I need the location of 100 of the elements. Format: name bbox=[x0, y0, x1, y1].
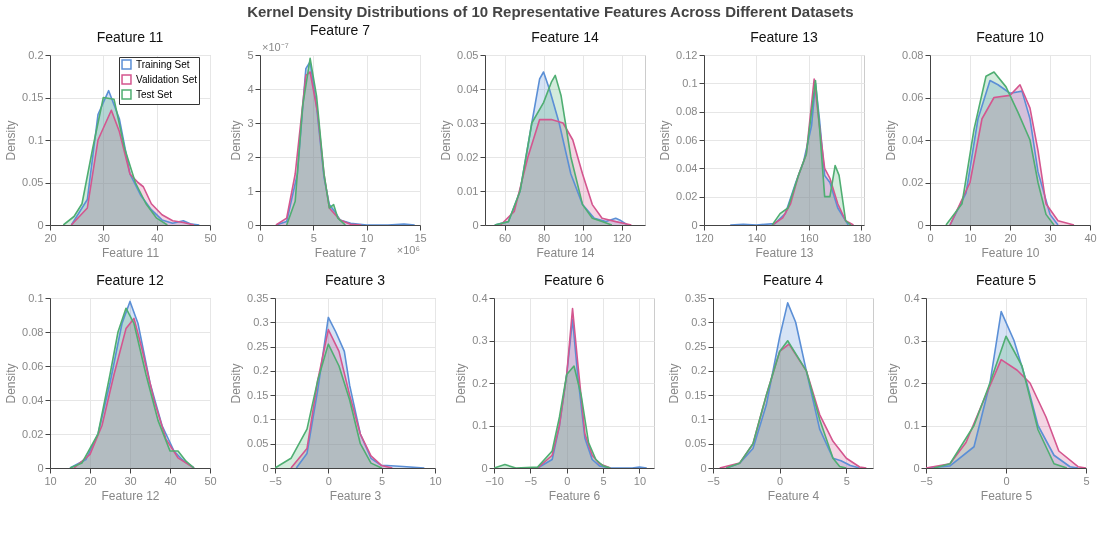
x-tick-label: −5 bbox=[707, 474, 720, 487]
x-axis-title: Feature 4 bbox=[767, 488, 820, 503]
chart-title: Feature 4 bbox=[763, 272, 824, 288]
y-tick-label: 0.35 bbox=[247, 291, 269, 304]
y-tick-label: 0 bbox=[247, 218, 254, 231]
x-tick-label: 15 bbox=[414, 231, 427, 244]
chart-title: Feature 5 bbox=[976, 272, 1037, 288]
chart-title: Feature 13 bbox=[750, 29, 819, 45]
y-tick-label: 0.2 bbox=[472, 376, 488, 389]
y-axis-title: Density bbox=[454, 363, 469, 404]
y-tick-label: 0.1 bbox=[253, 412, 269, 425]
y-tick-label: 0.02 bbox=[902, 176, 924, 188]
x-tick-label: 0 bbox=[777, 474, 784, 487]
y-tick-label: 0.05 bbox=[685, 437, 707, 450]
y-tick-label: 2 bbox=[247, 150, 254, 163]
x-tick-label: 50 bbox=[204, 231, 217, 244]
y-tick-label: 0.2 bbox=[904, 376, 920, 389]
y-tick-label: 0.2 bbox=[28, 48, 44, 61]
x-tick-label: 20 bbox=[84, 474, 97, 487]
y-tick-label: 0.15 bbox=[22, 91, 44, 103]
y-tick-label: 0.1 bbox=[904, 419, 920, 431]
y-tick-label: 0.4 bbox=[472, 291, 488, 304]
y-tick-label: 0.01 bbox=[457, 184, 479, 197]
x-tick-label: 5 bbox=[379, 474, 386, 487]
legend-label: Validation Set bbox=[136, 73, 198, 85]
y-axis-title: Density bbox=[229, 363, 244, 404]
x-tick-label: 140 bbox=[747, 231, 767, 244]
y-tick-label: 0.02 bbox=[676, 190, 698, 203]
y-tick-label: 0.05 bbox=[457, 48, 479, 61]
y-tick-label: 0 bbox=[691, 218, 698, 231]
y-tick-label: 0.04 bbox=[457, 82, 479, 95]
y-tick-label: 0 bbox=[917, 218, 924, 231]
x-tick-label: 10 bbox=[44, 474, 57, 487]
x-tick-label: 20 bbox=[1004, 231, 1017, 244]
text: ×10⁻⁷ bbox=[262, 41, 289, 53]
x-axis-title: Feature 13 bbox=[755, 245, 814, 260]
y-tick-label: 0 bbox=[262, 461, 269, 474]
y-axis-title: Density bbox=[658, 120, 673, 161]
x-tick-label: −5 bbox=[524, 474, 538, 487]
y-tick-label: 1 bbox=[247, 184, 254, 197]
y-tick-label: 3 bbox=[247, 116, 254, 129]
x-axis-title: Feature 5 bbox=[980, 488, 1033, 503]
chart-title: Feature 14 bbox=[531, 29, 600, 45]
y-axis-title: Density bbox=[4, 363, 19, 404]
y-tick-label: 0.3 bbox=[253, 315, 269, 328]
y-tick-label: 0.1 bbox=[28, 291, 44, 304]
x-tick-label: 120 bbox=[695, 231, 714, 244]
x-tick-label: 20 bbox=[44, 231, 57, 244]
x-tick-label: 30 bbox=[1044, 231, 1057, 244]
x-tick-label: 100 bbox=[573, 231, 593, 244]
y-tick-label: 0.03 bbox=[457, 116, 479, 129]
chart-title: Feature 11 bbox=[96, 29, 164, 45]
x-tick-label: 40 bbox=[164, 474, 177, 487]
y-tick-label: 0 bbox=[913, 461, 920, 474]
y-tick-label: 0.1 bbox=[682, 76, 698, 89]
y-tick-label: 0.12 bbox=[676, 48, 698, 61]
y-tick-label: 0 bbox=[37, 218, 44, 231]
x-axis-title: Feature 7 bbox=[314, 245, 367, 260]
text: ×10⁶ bbox=[396, 244, 420, 256]
chart-title: Feature 3 bbox=[325, 272, 386, 288]
x-tick-label: 160 bbox=[800, 231, 819, 244]
y-axis-title: Density bbox=[229, 120, 244, 161]
x-tick-label: 60 bbox=[498, 231, 512, 244]
y-tick-label: 0.35 bbox=[685, 291, 707, 304]
y-tick-label: 5 bbox=[247, 48, 254, 61]
y-tick-label: 0.15 bbox=[247, 388, 269, 401]
chart-title: Feature 6 bbox=[544, 272, 605, 288]
x-axis-title: Feature 12 bbox=[101, 488, 160, 503]
x-tick-label: 30 bbox=[97, 231, 110, 244]
y-tick-label: 0.06 bbox=[22, 359, 44, 372]
x-tick-label: 50 bbox=[204, 474, 217, 487]
legend-label: Test Set bbox=[136, 88, 173, 100]
x-axis-title: Feature 14 bbox=[536, 245, 595, 260]
x-axis-title: Feature 10 bbox=[981, 245, 1040, 260]
y-tick-label: 0 bbox=[700, 461, 707, 474]
x-tick-label: 30 bbox=[124, 474, 137, 487]
x-tick-label: 120 bbox=[612, 231, 632, 244]
x-tick-label: −10 bbox=[485, 474, 504, 487]
y-tick-label: 0.04 bbox=[22, 393, 44, 406]
y-tick-label: 0.02 bbox=[457, 150, 479, 163]
y-tick-label: 0.06 bbox=[902, 91, 924, 103]
x-axis-title: Feature 11 bbox=[101, 245, 160, 260]
y-tick-label: 4 bbox=[247, 82, 254, 95]
y-tick-label: 0.25 bbox=[685, 340, 707, 353]
y-tick-label: 0.08 bbox=[902, 48, 924, 61]
x-tick-label: 10 bbox=[633, 474, 647, 487]
y-tick-label: 0.04 bbox=[676, 161, 698, 174]
y-axis-title: Density bbox=[884, 120, 899, 161]
chart-title: Feature 7 bbox=[310, 22, 371, 38]
chart-title: Feature 12 bbox=[96, 272, 165, 288]
x-tick-label: 5 bbox=[1083, 474, 1090, 487]
x-tick-label: 180 bbox=[852, 231, 872, 244]
x-tick-label: 40 bbox=[151, 231, 164, 244]
x-tick-label: 0 bbox=[1003, 474, 1010, 487]
y-tick-label: 0.05 bbox=[22, 176, 44, 188]
y-tick-label: 0.1 bbox=[691, 412, 707, 425]
y-tick-label: 0.3 bbox=[472, 334, 488, 346]
x-tick-label: −5 bbox=[920, 474, 933, 487]
y-axis-title: Density bbox=[439, 120, 454, 161]
y-axis-title: Density bbox=[886, 363, 901, 404]
